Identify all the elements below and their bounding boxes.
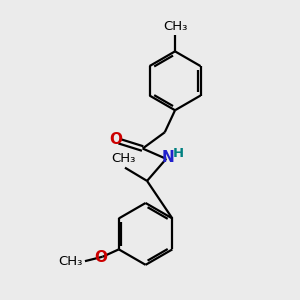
Text: H: H (173, 147, 184, 160)
Text: O: O (94, 250, 107, 265)
Text: CH₃: CH₃ (111, 152, 136, 165)
Text: N: N (162, 150, 175, 165)
Text: CH₃: CH₃ (58, 255, 82, 268)
Text: O: O (109, 132, 122, 147)
Text: CH₃: CH₃ (163, 20, 187, 33)
